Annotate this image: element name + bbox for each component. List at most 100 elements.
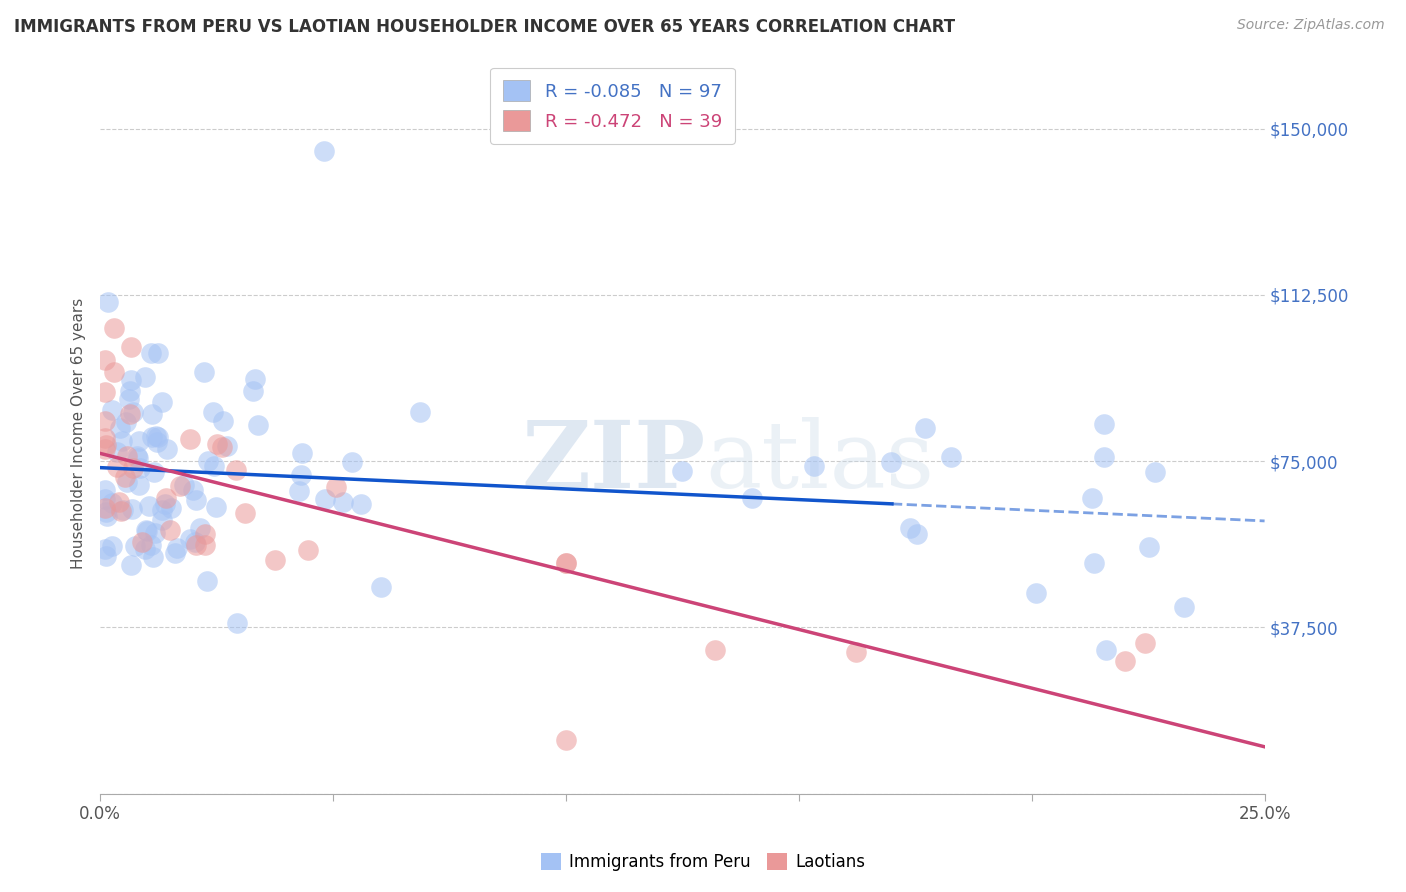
Point: [314, 492, 336, 507]
Point: [312, 144, 335, 158]
Point: [741, 491, 763, 505]
Point: [880, 455, 903, 469]
Point: [96, 509, 118, 524]
Point: [121, 502, 143, 516]
Point: [105, 445, 128, 459]
Point: [704, 643, 727, 657]
Point: [115, 475, 138, 489]
Point: [247, 417, 270, 432]
Point: [111, 434, 134, 448]
Point: [197, 454, 219, 468]
Point: [120, 558, 142, 572]
Point: [225, 616, 247, 631]
Point: [370, 580, 392, 594]
Point: [898, 521, 921, 535]
Point: [148, 346, 170, 360]
Point: [152, 394, 174, 409]
Point: [205, 500, 228, 514]
Point: [103, 321, 125, 335]
Point: [905, 527, 928, 541]
Point: [205, 437, 228, 451]
Point: [115, 449, 138, 463]
Legend: R = -0.085   N = 97, R = -0.472   N = 39: R = -0.085 N = 97, R = -0.472 N = 39: [491, 68, 734, 144]
Point: [173, 478, 195, 492]
Point: [129, 460, 152, 475]
Point: [142, 465, 165, 479]
Point: [160, 500, 183, 515]
Point: [150, 503, 173, 517]
Point: [94, 438, 117, 452]
Point: [114, 470, 136, 484]
Point: [148, 430, 170, 444]
Point: [110, 420, 132, 434]
Text: Source: ZipAtlas.com: Source: ZipAtlas.com: [1237, 18, 1385, 32]
Point: [94, 384, 117, 399]
Point: [141, 430, 163, 444]
Point: [110, 504, 132, 518]
Point: [105, 459, 128, 474]
Point: [233, 506, 256, 520]
Point: [94, 353, 117, 368]
Point: [242, 384, 264, 398]
Point: [350, 497, 373, 511]
Point: [94, 442, 117, 456]
Point: [195, 574, 218, 588]
Point: [193, 538, 215, 552]
Point: [94, 505, 117, 519]
Point: [1092, 417, 1115, 432]
Point: [101, 539, 124, 553]
Point: [120, 340, 142, 354]
Point: [155, 491, 177, 506]
Point: [179, 433, 201, 447]
Point: [96, 549, 118, 564]
Point: [97, 294, 120, 309]
Point: [1095, 643, 1118, 657]
Point: [186, 493, 208, 508]
Point: [143, 525, 166, 540]
Point: [135, 524, 157, 539]
Point: [134, 369, 156, 384]
Point: [166, 541, 188, 556]
Point: [671, 464, 693, 478]
Point: [1114, 654, 1136, 668]
Point: [554, 733, 576, 747]
Point: [1173, 599, 1195, 614]
Point: [202, 405, 225, 419]
Point: [179, 532, 201, 546]
Point: [150, 513, 173, 527]
Point: [803, 458, 825, 473]
Point: [111, 503, 134, 517]
Point: [117, 392, 139, 407]
Point: [165, 546, 187, 560]
Text: ZIP: ZIP: [522, 417, 706, 508]
Point: [101, 402, 124, 417]
Point: [124, 539, 146, 553]
Point: [1137, 541, 1160, 555]
Point: [325, 480, 347, 494]
Point: [555, 556, 578, 570]
Point: [101, 495, 124, 509]
Point: [122, 405, 145, 419]
Point: [108, 494, 131, 508]
Point: [212, 413, 235, 427]
Point: [125, 450, 148, 464]
Point: [193, 366, 215, 380]
Point: [181, 483, 204, 497]
Point: [845, 645, 868, 659]
Point: [121, 461, 143, 475]
Point: [211, 440, 233, 454]
Point: [159, 523, 181, 537]
Point: [145, 429, 167, 443]
Point: [290, 467, 312, 482]
Point: [297, 543, 319, 558]
Point: [914, 420, 936, 434]
Point: [94, 432, 117, 446]
Point: [340, 454, 363, 468]
Point: [115, 415, 138, 429]
Point: [194, 526, 217, 541]
Point: [225, 463, 247, 477]
Point: [1083, 556, 1105, 570]
Point: [94, 491, 117, 506]
Point: [128, 477, 150, 491]
Point: [409, 405, 432, 419]
